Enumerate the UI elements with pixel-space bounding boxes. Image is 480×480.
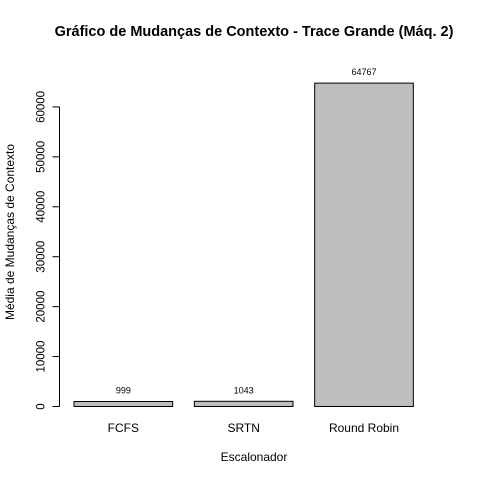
bar-value-label: 1043 <box>234 385 254 395</box>
x-category-label: SRTN <box>227 421 259 435</box>
y-tick-label: 20000 <box>36 291 48 323</box>
y-tick-label: 60000 <box>36 91 48 123</box>
y-axis: 0 10000 20000 30000 40000 50000 60000 <box>36 91 60 410</box>
x-axis-label: Escalonador <box>221 450 288 464</box>
bar-group <box>73 82 414 408</box>
bar-value-label: 64767 <box>351 67 376 77</box>
category-label-group: FCFS SRTN Round Robin <box>108 421 399 435</box>
x-category-label: FCFS <box>108 421 139 435</box>
y-tick-label: 0 <box>36 403 48 409</box>
y-axis-label: Média de Mudanças de Contexto <box>3 144 17 320</box>
y-tick-label: 10000 <box>36 341 48 373</box>
chart-title: Gráfico de Mudanças de Contexto - Trace … <box>55 24 454 40</box>
bar <box>314 82 414 407</box>
x-category-label: Round Robin <box>329 421 399 435</box>
data-label-group: 999 1043 64767 <box>116 67 377 395</box>
y-tick-label: 40000 <box>36 191 48 223</box>
y-tick-label: 50000 <box>36 141 48 173</box>
y-tick-label: 30000 <box>36 241 48 273</box>
bar <box>73 401 174 408</box>
bar <box>193 400 294 407</box>
bar-value-label: 999 <box>116 386 131 396</box>
